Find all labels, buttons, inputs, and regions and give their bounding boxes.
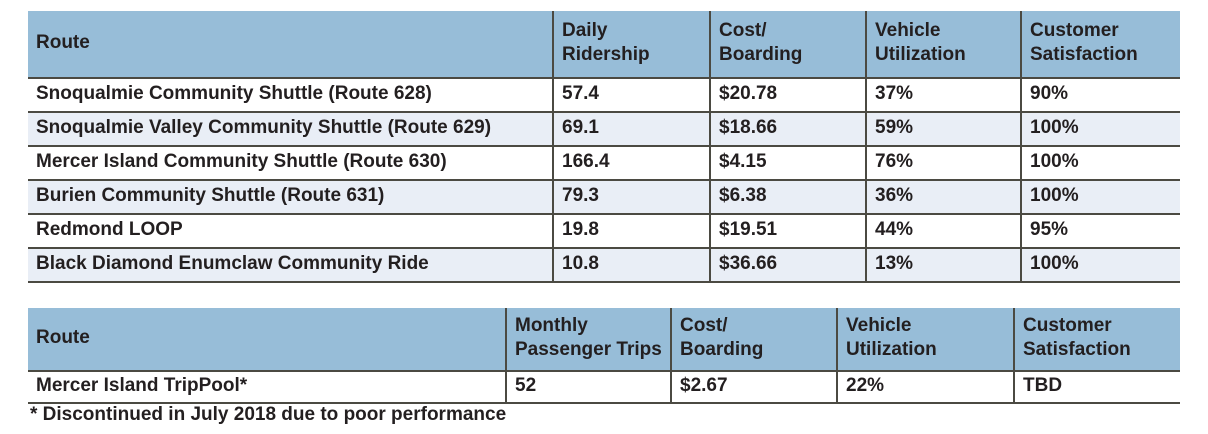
table-row: Mercer Island TripPool* 52 $2.67 22% TBD xyxy=(28,371,1180,404)
cell-utilization: 44% xyxy=(865,214,1021,249)
cell-utilization: 76% xyxy=(865,146,1021,181)
column-header-customer-satisfaction: Customer Satisfaction xyxy=(1020,11,1180,79)
table-row: Snoqualmie Community Shuttle (Route 628)… xyxy=(28,78,1180,113)
cell-cost: $18.66 xyxy=(709,112,866,147)
cell-route: Snoqualmie Community Shuttle (Route 628) xyxy=(28,78,553,113)
cell-ridership: 52 xyxy=(505,371,671,404)
header-line: Monthly xyxy=(515,315,588,336)
cell-route: Burien Community Shuttle (Route 631) xyxy=(28,180,553,215)
cell-route: Mercer Island Community Shuttle (Route 6… xyxy=(28,146,553,181)
column-header-daily-ridership: Daily Ridership xyxy=(552,11,710,79)
header-row: Route Daily Ridership Cost/Boarding Vehic… xyxy=(28,11,1180,79)
cell-satisfaction: 95% xyxy=(1020,214,1180,249)
cell-satisfaction: 100% xyxy=(1020,146,1180,181)
cell-utilization: 22% xyxy=(836,371,1014,404)
header-line: Ridership xyxy=(562,44,650,65)
daily-table-header: Route Daily Ridership Cost/Boarding Vehic… xyxy=(28,11,1180,79)
column-header-customer-satisfaction: Customer Satisfaction xyxy=(1013,308,1180,372)
monthly-table-header: Route Monthly Passenger Trips Cost/Boardi… xyxy=(28,308,1180,372)
table-row: Burien Community Shuttle (Route 631) 79.… xyxy=(28,180,1180,215)
cell-ridership: 57.4 xyxy=(552,78,710,113)
monthly-table-body: Mercer Island TripPool* 52 $2.67 22% TBD xyxy=(28,371,1180,404)
column-header-vehicle-utilization: Vehicle Utilization xyxy=(865,11,1021,79)
header-line: Utilization xyxy=(875,44,966,65)
cell-utilization: 37% xyxy=(865,78,1021,113)
cell-ridership: 10.8 xyxy=(552,248,710,283)
column-header-vehicle-utilization: Vehicle Utilization xyxy=(836,308,1014,372)
cell-cost: $19.51 xyxy=(709,214,866,249)
column-header-cost-boarding: Cost/Boarding xyxy=(709,11,866,79)
header-line: Satisfaction xyxy=(1023,339,1131,360)
footnote: * Discontinued in July 2018 due to poor … xyxy=(30,404,507,425)
cell-cost: $2.67 xyxy=(670,371,837,404)
cell-satisfaction: 100% xyxy=(1020,112,1180,147)
daily-routes-table: Route Daily Ridership Cost/Boarding Vehic… xyxy=(28,11,1180,283)
header-line: Utilization xyxy=(846,339,937,360)
cell-utilization: 36% xyxy=(865,180,1021,215)
header-row: Route Monthly Passenger Trips Cost/Boardi… xyxy=(28,308,1180,372)
cell-route: Mercer Island TripPool* xyxy=(28,371,506,404)
cell-cost: $36.66 xyxy=(709,248,866,283)
header-line: Vehicle xyxy=(846,315,912,336)
cell-cost: $6.38 xyxy=(709,180,866,215)
header-line: Boarding xyxy=(680,339,764,360)
daily-table-body: Snoqualmie Community Shuttle (Route 628)… xyxy=(28,78,1180,283)
header-line: Route xyxy=(36,32,90,53)
cell-utilization: 59% xyxy=(865,112,1021,147)
cell-cost: $4.15 xyxy=(709,146,866,181)
monthly-routes-table: Route Monthly Passenger Trips Cost/Boardi… xyxy=(28,308,1180,404)
header-line: Boarding xyxy=(719,44,803,65)
header-line: Route xyxy=(36,327,90,348)
header-line: Cost/ xyxy=(680,315,728,336)
cell-cost: $20.78 xyxy=(709,78,866,113)
cell-satisfaction: 100% xyxy=(1020,180,1180,215)
cell-route: Snoqualmie Valley Community Shuttle (Rou… xyxy=(28,112,553,147)
table-row: Redmond LOOP 19.8 $19.51 44% 95% xyxy=(28,214,1180,249)
header-line: Cost/ xyxy=(719,20,767,41)
cell-ridership: 19.8 xyxy=(552,214,710,249)
table-row: Black Diamond Enumclaw Community Ride 10… xyxy=(28,248,1180,283)
cell-ridership: 166.4 xyxy=(552,146,710,181)
cell-satisfaction: 90% xyxy=(1020,78,1180,113)
header-line: Customer xyxy=(1030,20,1119,41)
cell-route: Redmond LOOP xyxy=(28,214,553,249)
header-line: Daily xyxy=(562,20,608,41)
header-line: Passenger Trips xyxy=(515,339,662,360)
cell-satisfaction: 100% xyxy=(1020,248,1180,283)
table-row: Mercer Island Community Shuttle (Route 6… xyxy=(28,146,1180,181)
header-line: Satisfaction xyxy=(1030,44,1138,65)
cell-route: Black Diamond Enumclaw Community Ride xyxy=(28,248,553,283)
header-line: Customer xyxy=(1023,315,1112,336)
column-header-cost-boarding: Cost/Boarding xyxy=(670,308,837,372)
column-header-route: Route xyxy=(28,11,553,79)
column-header-route: Route xyxy=(28,308,506,372)
cell-ridership: 79.3 xyxy=(552,180,710,215)
column-header-monthly-passenger-trips: Monthly Passenger Trips xyxy=(505,308,671,372)
cell-utilization: 13% xyxy=(865,248,1021,283)
header-line: Vehicle xyxy=(875,20,941,41)
cell-satisfaction: TBD xyxy=(1013,371,1180,404)
cell-ridership: 69.1 xyxy=(552,112,710,147)
table-row: Snoqualmie Valley Community Shuttle (Rou… xyxy=(28,112,1180,147)
